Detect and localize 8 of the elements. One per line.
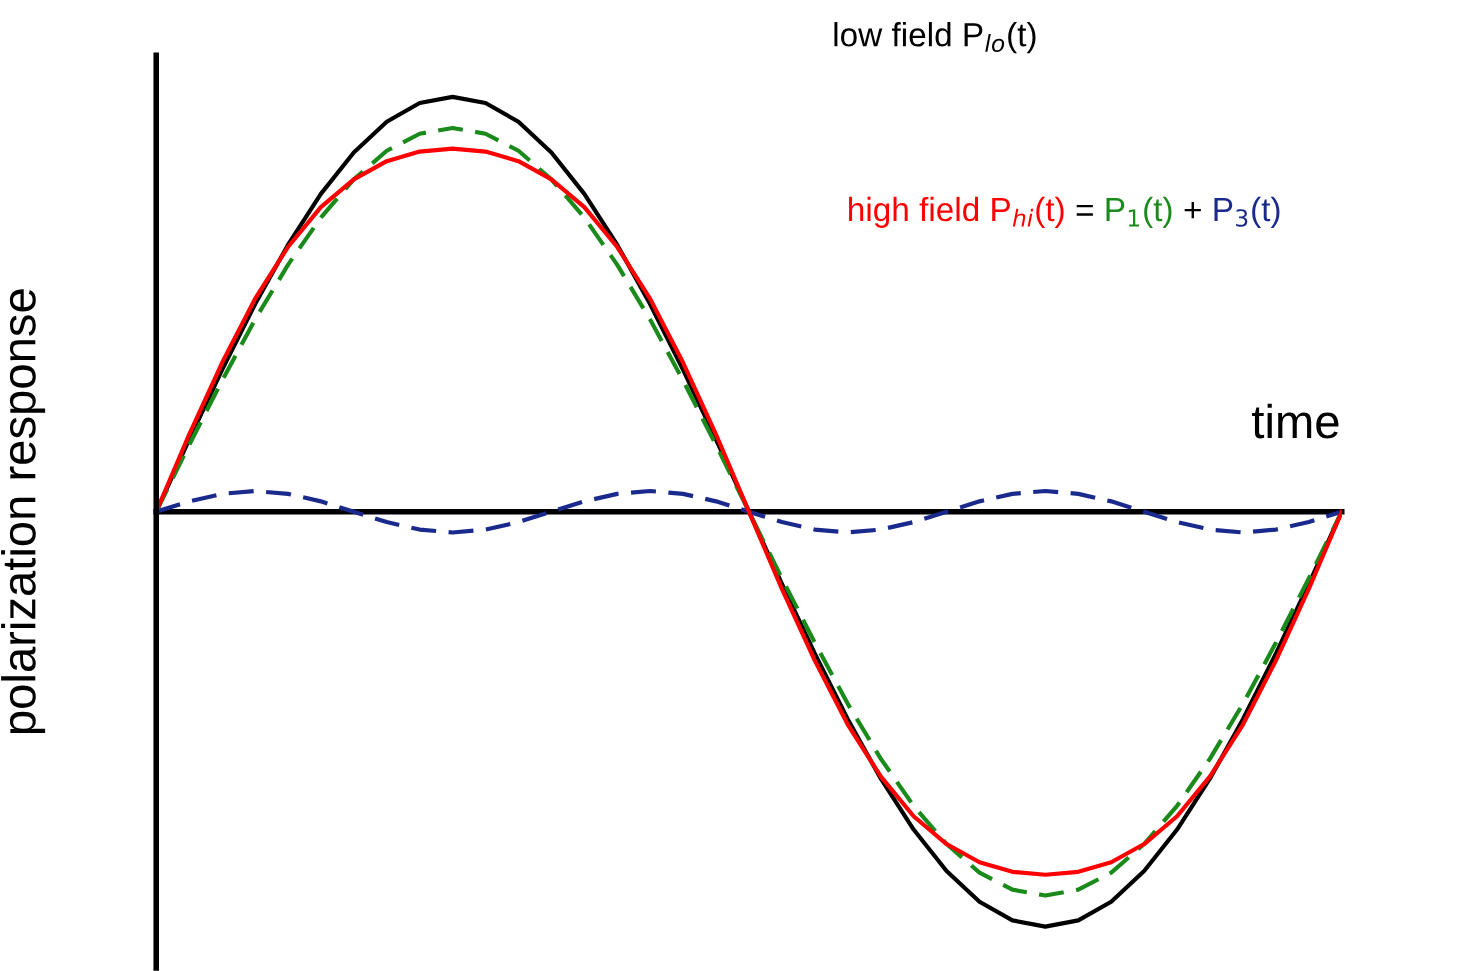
x-axis-title: time (1252, 403, 1339, 439)
y-axis-title: polarization response (1, 289, 46, 734)
annotation: = (1076, 204, 1093, 216)
text: low field P$_{lo}$(t) (834, 22, 1036, 54)
text: P$_{1}$(t) (1106, 196, 1172, 228)
text: high field P$_{hi}$(t) (849, 196, 1064, 228)
annotation: + (1184, 202, 1201, 219)
text: P$_{3}$(t) (1214, 196, 1280, 228)
